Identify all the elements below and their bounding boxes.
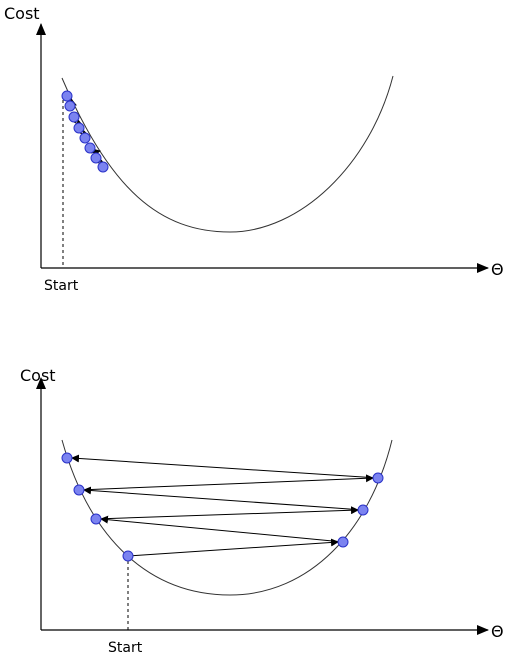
step-point [84,142,96,154]
step-point [61,452,73,464]
step-arrow [127,538,339,557]
start-label: Start [108,640,143,653]
x-label: Θ [491,260,504,279]
y-label: Cost [4,4,40,23]
step-point [61,90,73,102]
step-point [79,132,91,144]
step-point [122,550,134,562]
cost-curve [61,439,393,596]
step-point [68,111,80,123]
step-point [90,152,102,164]
step-point [372,472,384,484]
step-point [73,122,85,134]
step-point [64,100,76,112]
step-point [73,484,85,496]
step-point [357,504,369,516]
panel-bottom: Cost Θ Start [20,366,504,653]
step-arrow [78,474,374,491]
start-label: Start [44,278,79,294]
panel-top: Cost Θ Start [4,4,504,294]
steps [61,90,109,173]
step-arrow [100,515,344,543]
y-label: Cost [20,366,56,385]
step-arrow [95,506,359,520]
step-point [337,536,349,548]
steps [61,452,384,562]
cost-curve [61,75,394,233]
step-point [90,513,102,525]
step-arrow [83,486,364,511]
step-arrow [71,454,379,479]
step-point [97,161,109,173]
x-label: Θ [491,622,504,641]
